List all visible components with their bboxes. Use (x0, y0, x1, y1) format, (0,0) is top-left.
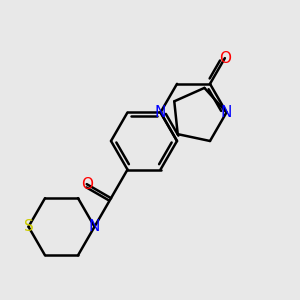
Text: O: O (81, 177, 93, 192)
Text: S: S (24, 219, 33, 234)
Text: N: N (221, 105, 232, 120)
Text: O: O (219, 51, 231, 66)
Text: N: N (89, 219, 100, 234)
Text: N: N (155, 105, 166, 120)
